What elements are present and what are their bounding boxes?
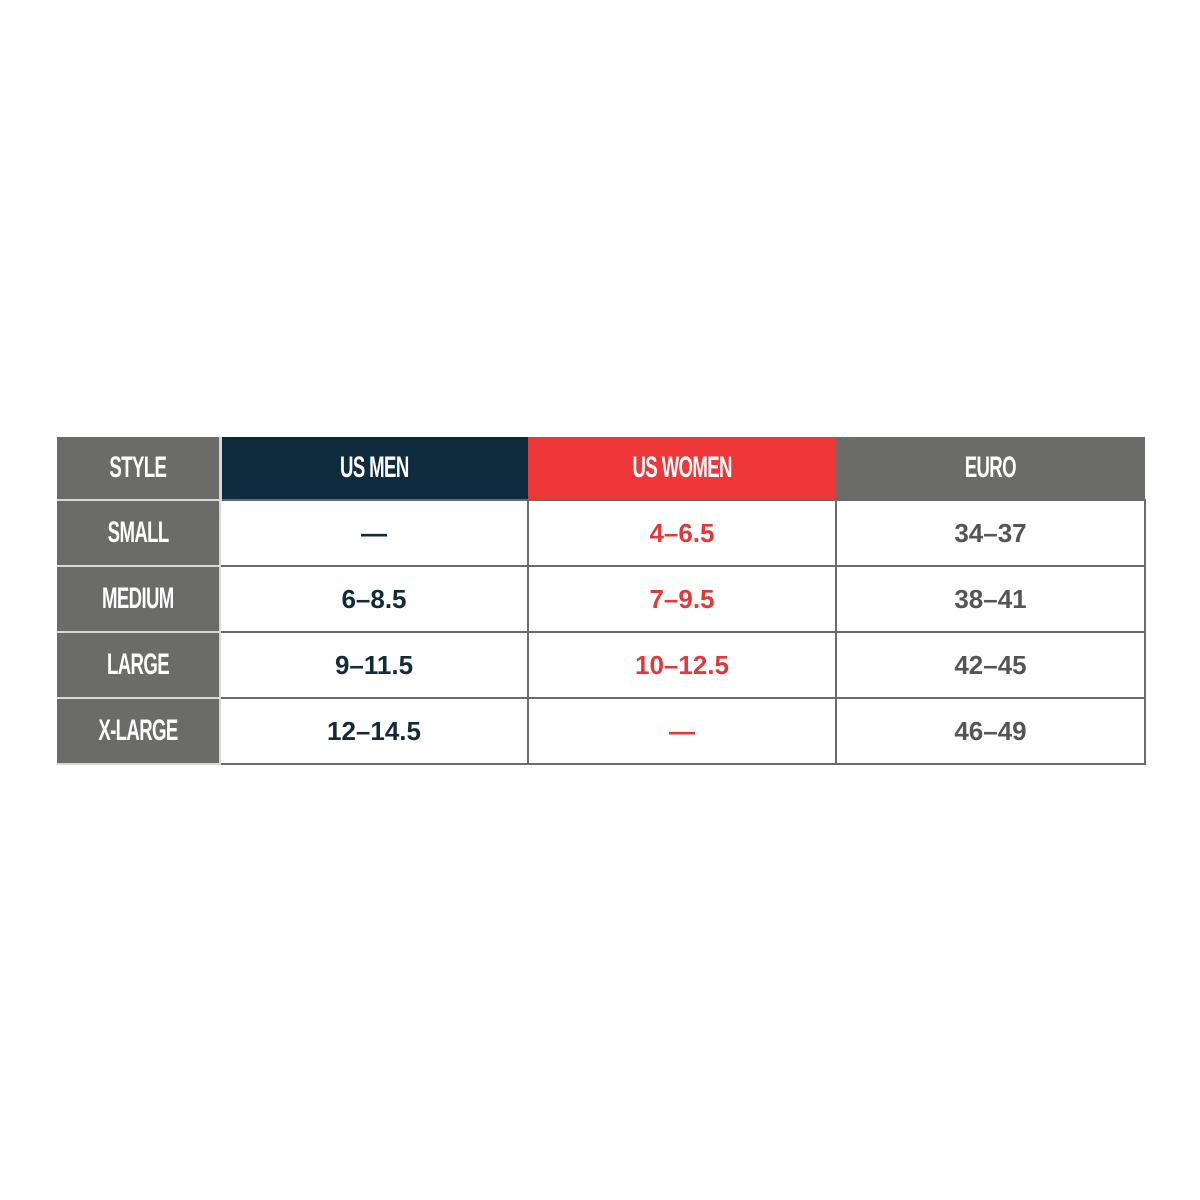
table-row: SMALL — 4–6.5 34–37	[57, 499, 1146, 567]
table-row: MEDIUM 6–8.5 7–9.5 38–41	[57, 565, 1146, 633]
euro-cell: 42–45	[835, 631, 1146, 699]
header-us-men: US MEN	[220, 437, 528, 500]
table-row: LARGE 9–11.5 10–12.5 42–45	[57, 631, 1146, 699]
us-men-cell: 9–11.5	[219, 631, 529, 699]
header-row: STYLE US MEN US WOMEN EURO	[57, 437, 1145, 500]
us-women-cell: 4–6.5	[527, 499, 837, 567]
header-us-women: US WOMEN	[528, 437, 836, 500]
euro-cell: 34–37	[835, 499, 1146, 567]
us-men-cell: 12–14.5	[219, 697, 529, 765]
us-women-cell: 10–12.5	[527, 631, 837, 699]
size-chart-table: STYLE US MEN US WOMEN EURO SMALL — 4–6.5…	[57, 437, 1146, 765]
us-men-cell: —	[219, 499, 529, 567]
style-cell: MEDIUM	[57, 565, 221, 633]
header-style: STYLE	[57, 437, 222, 500]
header-euro: EURO	[836, 437, 1145, 500]
table-row: X-LARGE 12–14.5 — 46–49	[57, 697, 1146, 765]
us-women-cell: —	[527, 697, 837, 765]
us-men-cell: 6–8.5	[219, 565, 529, 633]
style-cell: LARGE	[57, 631, 221, 699]
style-cell: X-LARGE	[57, 697, 221, 765]
euro-cell: 46–49	[835, 697, 1146, 765]
us-women-cell: 7–9.5	[527, 565, 837, 633]
euro-cell: 38–41	[835, 565, 1146, 633]
style-cell: SMALL	[57, 499, 221, 567]
